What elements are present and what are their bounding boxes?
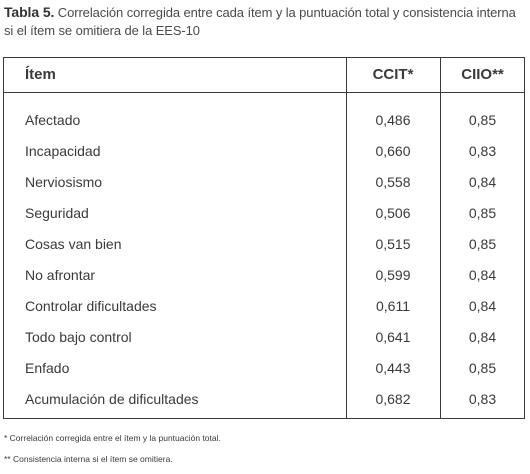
table-row: Cosas van bien 0,515 0,85 (4, 232, 524, 263)
item-name: No afrontar (25, 267, 96, 283)
column-divider (440, 58, 441, 418)
ccit-value: 0,558 (375, 174, 411, 190)
ccit-value: 0,599 (375, 267, 411, 283)
item-name: Enfado (25, 360, 70, 376)
caption-label: Tabla 5. (4, 4, 55, 20)
header-ciio: CIIO** (461, 66, 504, 83)
footnote-ciio: ** Consistencia interna si el ítem se om… (4, 454, 173, 464)
item-name: Cosas van bien (25, 236, 122, 252)
footnote-ccit: * Correlación corregida entre el ítem y … (4, 433, 221, 443)
ciio-value: 0,84 (468, 267, 497, 283)
ccit-value: 0,443 (375, 360, 411, 376)
item-name: Seguridad (25, 205, 89, 221)
ccit-value: 0,515 (375, 236, 411, 252)
ccit-value: 0,611 (376, 298, 410, 314)
header-divider (4, 92, 524, 93)
table-row: No afrontar 0,599 0,84 (4, 263, 524, 294)
ciio-value: 0,85 (468, 360, 497, 376)
table-row: Controlar dificultades 0,611 0,84 (4, 294, 524, 325)
table-row: Incapacidad 0,660 0,83 (4, 139, 524, 170)
caption-text: Correlación corregida entre cada ítem y … (4, 5, 516, 38)
table-caption: Tabla 5. Correlación corregida entre cad… (4, 3, 526, 40)
table-row: Seguridad 0,506 0,85 (4, 201, 524, 232)
item-name: Acumulación de dificultades (25, 391, 199, 407)
ciio-value: 0,83 (468, 391, 497, 407)
table-footnotes: * Correlación corregida entre el ítem y … (4, 432, 221, 474)
ciio-value: 0,84 (468, 298, 497, 314)
item-name: Todo bajo control (25, 329, 132, 345)
ccit-value: 0,682 (375, 391, 411, 407)
ccit-value: 0,486 (375, 112, 411, 128)
table-row: Acumulación de dificultades 0,682 0,83 (4, 387, 524, 418)
ccit-value: 0,641 (375, 329, 411, 345)
item-name: Incapacidad (25, 143, 101, 159)
column-divider (346, 58, 347, 418)
ccit-value: 0,506 (375, 205, 411, 221)
table-body: Afectado 0,486 0,85 Incapacidad 0,660 0,… (4, 108, 524, 418)
table-row: Enfado 0,443 0,85 (4, 356, 524, 387)
ciio-value: 0,84 (468, 174, 497, 190)
ciio-value: 0,83 (468, 143, 497, 159)
item-name: Nerviosismo (25, 174, 103, 190)
table-row: Todo bajo control 0,641 0,84 (4, 325, 524, 356)
table-row: Nerviosismo 0,558 0,84 (4, 170, 524, 201)
ccit-value: 0,660 (375, 143, 411, 159)
ciio-value: 0,85 (468, 205, 497, 221)
ciio-value: 0,84 (468, 329, 497, 345)
item-name: Controlar dificultades (25, 298, 157, 314)
header-ccit: CCIT* (372, 66, 414, 83)
item-name: Afectado (25, 112, 81, 128)
ciio-value: 0,85 (468, 112, 497, 128)
ciio-value: 0,85 (468, 236, 497, 252)
data-table: Ítem CCIT* CIIO** Afectado 0,486 0,85 In… (3, 57, 525, 419)
header-item: Ítem (25, 66, 56, 83)
table-row: Afectado 0,486 0,85 (4, 108, 524, 139)
